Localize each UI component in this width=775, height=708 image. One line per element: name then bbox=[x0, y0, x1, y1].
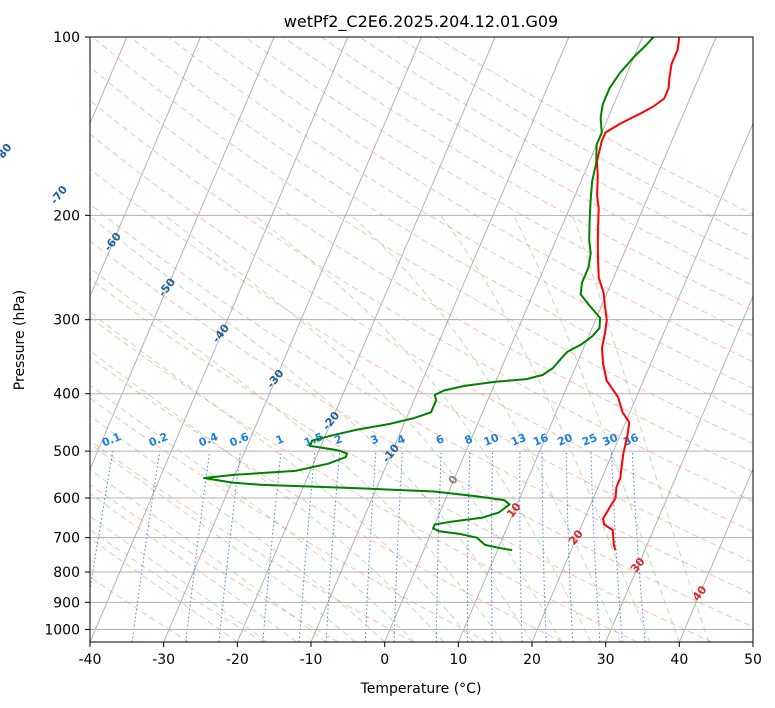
y-tick-label: 700 bbox=[53, 531, 80, 547]
moist-adiabat bbox=[254, 214, 592, 642]
mixing-ratio-label: 25 bbox=[580, 431, 599, 449]
moist-adiabat bbox=[90, 215, 533, 642]
x-tick-label: 50 bbox=[744, 652, 762, 668]
x-axis-label: Temperature (°C) bbox=[360, 681, 482, 697]
moist-adiabat bbox=[90, 415, 386, 642]
y-tick-label: 900 bbox=[53, 595, 80, 611]
dry-adiabat bbox=[90, 356, 563, 642]
dry-adiabat bbox=[91, 37, 753, 445]
x-tick-label: 20 bbox=[523, 652, 541, 668]
y-tick-label: 400 bbox=[53, 387, 80, 403]
temperature-profile bbox=[596, 37, 681, 551]
mixing-ratio-label: 13 bbox=[509, 431, 528, 449]
mixing-ratio-label: 2 bbox=[332, 432, 344, 447]
isotherm bbox=[310, 37, 570, 642]
dry-adiabat bbox=[90, 529, 264, 642]
y-tick-label: 600 bbox=[53, 491, 80, 507]
moist-adiabat bbox=[90, 468, 327, 642]
y-tick-label: 300 bbox=[53, 313, 80, 329]
x-tick-label: -40 bbox=[79, 652, 102, 668]
isotherm bbox=[90, 37, 349, 642]
moist-adiabat bbox=[90, 443, 356, 642]
mixing-ratio-label: 30 bbox=[601, 431, 620, 449]
moist-adiabat bbox=[440, 215, 651, 642]
mixing-ratio-label: 10 bbox=[482, 431, 501, 449]
x-tick-label: 30 bbox=[597, 652, 615, 668]
mixing-ratio-line bbox=[262, 451, 282, 642]
isotherm bbox=[678, 467, 753, 642]
mixing-ratio-line bbox=[298, 451, 316, 642]
dry-adiabat bbox=[130, 37, 753, 417]
y-axis-ticks: 100 200 300 400 500 600 700 800 900 1000 bbox=[44, 30, 90, 638]
dry-adiabat bbox=[244, 37, 753, 337]
mixing-ratio-line bbox=[185, 451, 211, 642]
dry-adiabat bbox=[282, 37, 753, 312]
dry-adiabat bbox=[90, 203, 753, 595]
sounding-profiles bbox=[203, 37, 681, 552]
y-tick-label: 500 bbox=[53, 444, 80, 460]
moist-adiabat bbox=[164, 214, 562, 642]
moist-adiabat bbox=[90, 311, 474, 642]
dry-adiabat bbox=[90, 483, 339, 642]
background-lines bbox=[90, 37, 753, 642]
dry-adiabat bbox=[168, 37, 753, 389]
mixing-ratio-line bbox=[218, 451, 241, 642]
mixing-ratio-label: 16 bbox=[531, 431, 550, 449]
mixing-ratio-line bbox=[631, 451, 646, 642]
moist-adiabat bbox=[90, 267, 503, 642]
isotherm bbox=[90, 37, 275, 471]
moist-adiabat bbox=[90, 492, 297, 642]
y-tick-label: 200 bbox=[53, 208, 80, 224]
isotherm-label: -80 bbox=[0, 141, 15, 165]
isotherm-label: -70 bbox=[48, 183, 71, 207]
mixing-ratio-line bbox=[90, 451, 114, 593]
dry-adiabat bbox=[90, 99, 753, 502]
x-tick-label: 0 bbox=[380, 652, 389, 668]
moist-adiabat bbox=[351, 214, 621, 642]
isotherm bbox=[752, 640, 753, 642]
mixing-ratio-label: 1 bbox=[274, 432, 286, 447]
x-axis-ticks: -40 -30 -20 -10 0 10 20 30 40 50 bbox=[79, 642, 762, 668]
y-tick-label: 1000 bbox=[44, 622, 80, 638]
mixing-ratio-label: 3 bbox=[369, 432, 381, 447]
mixing-ratio-label: 8 bbox=[463, 432, 475, 447]
x-tick-label: 10 bbox=[449, 652, 467, 668]
plot-background bbox=[90, 37, 753, 642]
moist-adiabat bbox=[90, 537, 238, 642]
y-tick-label: 800 bbox=[53, 565, 80, 581]
dry-adiabat bbox=[90, 278, 712, 642]
isotherm bbox=[90, 37, 201, 298]
x-tick-label: -20 bbox=[226, 652, 249, 668]
x-tick-label: 40 bbox=[670, 652, 688, 668]
mixing-ratio-label: 20 bbox=[555, 431, 574, 449]
x-tick-label: -30 bbox=[152, 652, 175, 668]
moist-adiabat bbox=[513, 215, 680, 642]
pressure-gridlines bbox=[90, 37, 753, 630]
dewpoint-profile bbox=[203, 37, 655, 552]
y-axis-label: Pressure (hPa) bbox=[12, 290, 28, 390]
dry-adiabat bbox=[90, 133, 753, 533]
moist-adiabat bbox=[572, 215, 710, 642]
x-tick-label: -10 bbox=[300, 652, 323, 668]
mixing-ratio-line bbox=[131, 451, 161, 642]
mixing-ratio-labels: 0.1 0.2 0.4 0.6 1 1.5 2 3 4 6 8 10 13 16 20 25 30 36 bbox=[100, 430, 641, 450]
isotherm bbox=[163, 37, 422, 642]
plot-frame bbox=[89, 36, 754, 643]
y-tick-label: 100 bbox=[53, 30, 80, 46]
dry-adiabat bbox=[90, 240, 753, 628]
moist-adiabat bbox=[90, 515, 268, 642]
chart-title: wetPf2_C2E6.2025.204.12.01.G09 bbox=[284, 12, 558, 32]
moist-adiabat bbox=[90, 384, 415, 642]
moist-adiabat bbox=[90, 350, 444, 642]
isotherm bbox=[531, 122, 753, 642]
isotherm bbox=[605, 295, 753, 642]
isotherm bbox=[236, 37, 496, 642]
